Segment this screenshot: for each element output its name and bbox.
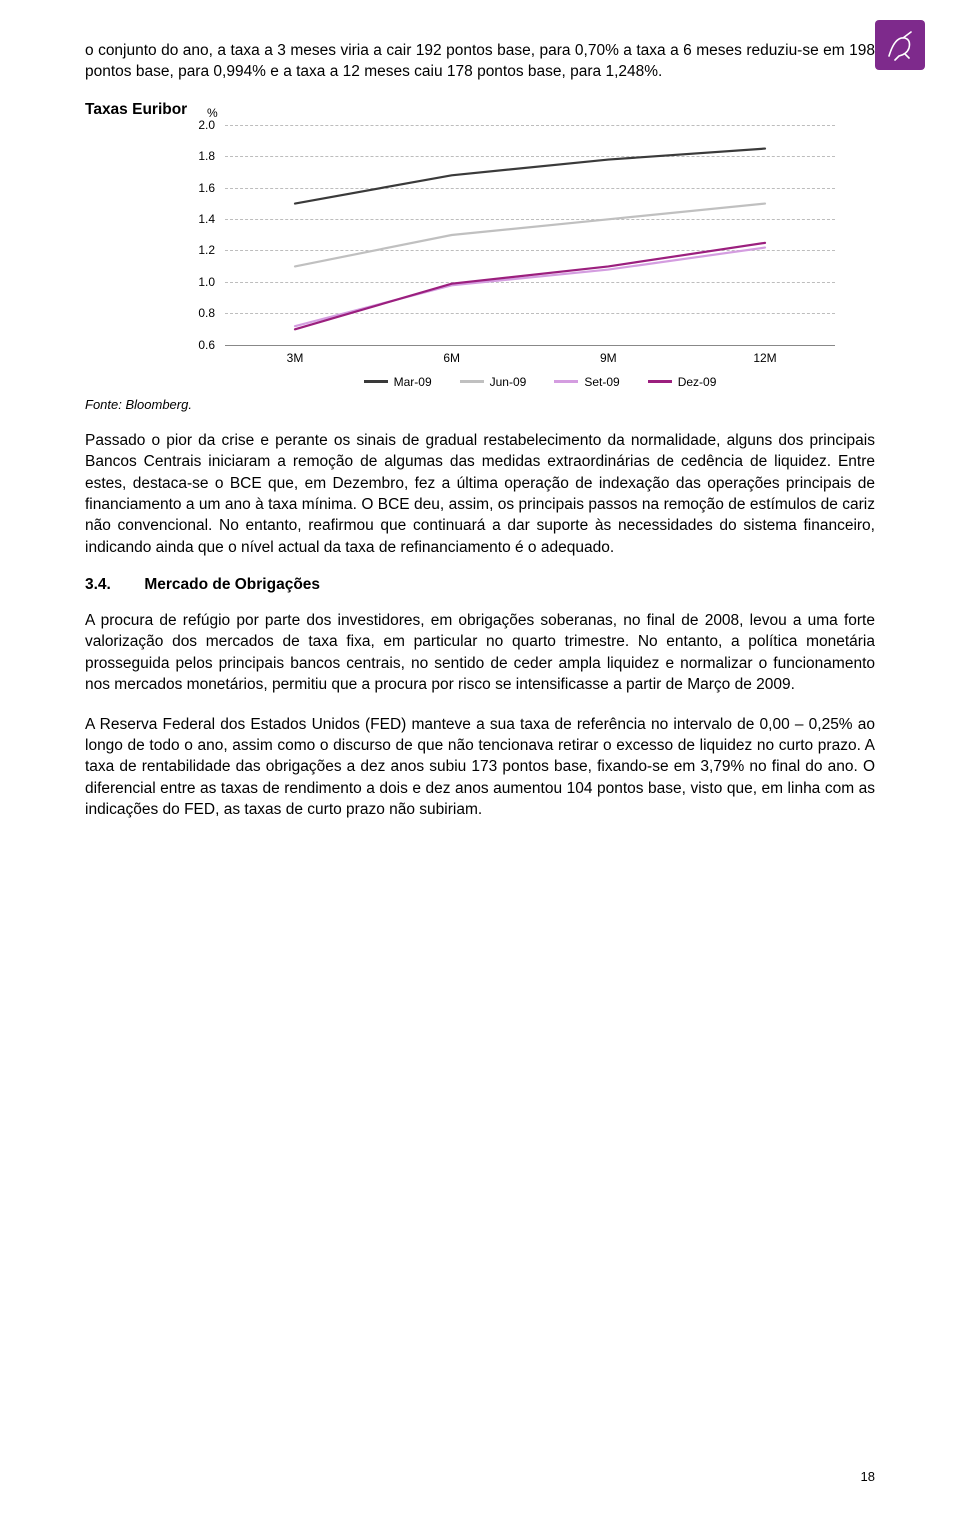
section-number: 3.4. [85,576,140,594]
x-tick-label: 6M [443,351,460,365]
bonds-paragraph-1: A procura de refúgio por parte dos inves… [85,610,875,696]
x-tick-label: 9M [600,351,617,365]
legend-item: Set-09 [554,375,619,389]
legend-label: Set-09 [584,375,619,389]
legend-item: Jun-09 [460,375,527,389]
page-number: 18 [861,1469,875,1484]
chart-plot [195,125,835,349]
brand-logo [875,20,925,70]
series-line [295,247,765,326]
legend-label: Jun-09 [490,375,527,389]
section-title: Mercado de Obrigações [144,576,320,593]
intro-paragraph: o conjunto do ano, a taxa a 3 meses viri… [85,40,875,83]
x-tick-label: 12M [753,351,776,365]
legend-label: Dez-09 [678,375,717,389]
legend-swatch [648,380,672,383]
legend-item: Dez-09 [648,375,717,389]
series-line [295,243,765,329]
legend-swatch [364,380,388,383]
bonds-paragraph-2: A Reserva Federal dos Estados Unidos (FE… [85,714,875,821]
legend-swatch [460,380,484,383]
chart-title: Taxas Euribor [85,101,875,119]
y-axis-unit: % [207,106,218,120]
section-header: 3.4. Mercado de Obrigações [85,576,875,594]
chart-source: Fonte: Bloomberg. [85,397,875,412]
legend-item: Mar-09 [364,375,432,389]
x-tick-label: 3M [287,351,304,365]
post-chart-paragraph: Passado o pior da crise e perante os sin… [85,430,875,558]
series-line [295,148,765,203]
euribor-chart: 2.01.81.61.41.21.00.80.6%3M6M9M12M Mar-0… [195,125,835,389]
legend-swatch [554,380,578,383]
legend-label: Mar-09 [394,375,432,389]
